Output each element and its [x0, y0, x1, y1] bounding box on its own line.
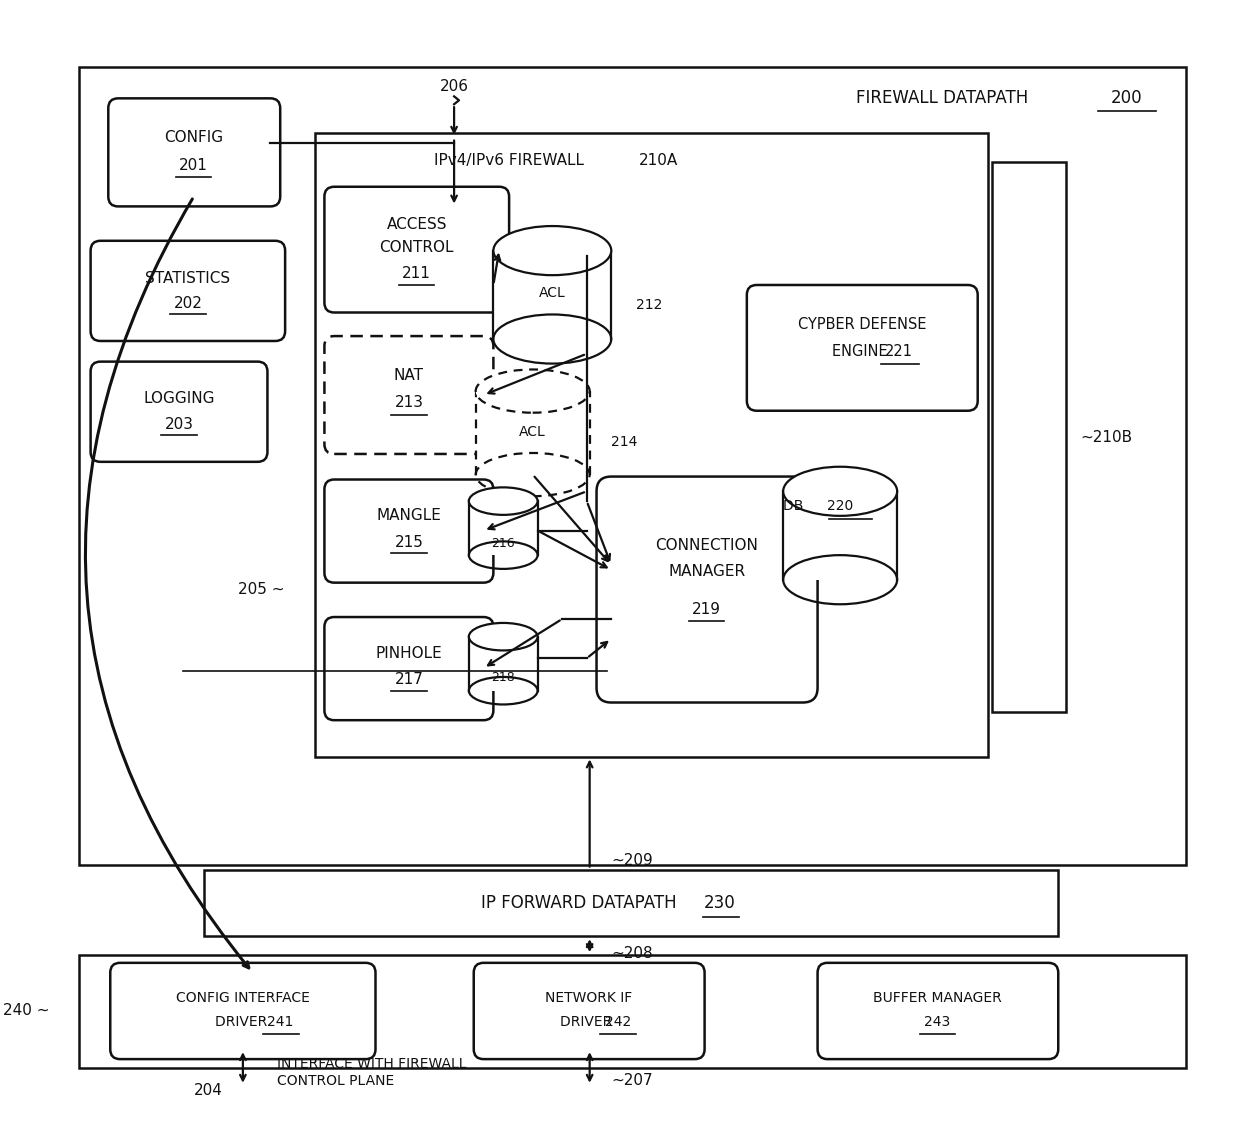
- Text: 213: 213: [394, 396, 423, 410]
- FancyBboxPatch shape: [110, 962, 376, 1059]
- FancyBboxPatch shape: [108, 98, 280, 206]
- Text: 205 ~: 205 ~: [238, 582, 284, 597]
- Text: 203: 203: [165, 417, 193, 432]
- Text: 242: 242: [605, 1014, 631, 1029]
- FancyBboxPatch shape: [325, 187, 510, 312]
- FancyBboxPatch shape: [992, 162, 1066, 712]
- Ellipse shape: [476, 370, 590, 412]
- Text: PINHOLE: PINHOLE: [376, 646, 443, 660]
- Text: 221: 221: [885, 344, 913, 360]
- Polygon shape: [494, 250, 611, 339]
- Polygon shape: [784, 491, 898, 579]
- FancyBboxPatch shape: [817, 962, 1058, 1059]
- FancyBboxPatch shape: [91, 362, 268, 462]
- Ellipse shape: [494, 227, 611, 275]
- Text: CONTROL: CONTROL: [379, 240, 454, 255]
- Text: ACL: ACL: [520, 425, 546, 440]
- FancyBboxPatch shape: [79, 955, 1185, 1068]
- Ellipse shape: [784, 467, 898, 516]
- Polygon shape: [476, 391, 590, 474]
- Text: 218: 218: [491, 672, 515, 684]
- Ellipse shape: [469, 623, 538, 650]
- Text: DRIVER: DRIVER: [215, 1014, 272, 1029]
- Text: NETWORK IF: NETWORK IF: [546, 992, 632, 1005]
- Text: CONFIG: CONFIG: [164, 130, 223, 145]
- FancyBboxPatch shape: [325, 479, 494, 583]
- FancyBboxPatch shape: [325, 336, 494, 454]
- Text: CONTROL PLANE: CONTROL PLANE: [278, 1074, 394, 1088]
- Text: 210A: 210A: [639, 153, 678, 168]
- Text: ~210B: ~210B: [1081, 429, 1133, 445]
- Text: 230: 230: [703, 894, 735, 912]
- FancyBboxPatch shape: [474, 962, 704, 1059]
- Text: 212: 212: [636, 298, 662, 312]
- Text: BUFFER MANAGER: BUFFER MANAGER: [873, 992, 1002, 1005]
- FancyBboxPatch shape: [203, 870, 1058, 937]
- Text: 216: 216: [491, 536, 515, 550]
- Text: DRIVER: DRIVER: [560, 1014, 618, 1029]
- FancyBboxPatch shape: [596, 477, 817, 702]
- Polygon shape: [469, 502, 538, 556]
- Text: 204: 204: [195, 1083, 223, 1098]
- FancyBboxPatch shape: [325, 618, 494, 720]
- Text: ~208: ~208: [611, 946, 653, 960]
- Text: LOGGING: LOGGING: [144, 391, 215, 407]
- Text: ~207: ~207: [611, 1073, 653, 1089]
- Text: CONFIG INTERFACE: CONFIG INTERFACE: [176, 992, 310, 1005]
- Text: 211: 211: [402, 266, 432, 281]
- Text: ~209: ~209: [611, 853, 653, 868]
- FancyBboxPatch shape: [91, 241, 285, 341]
- Text: IP FORWARD DATAPATH: IP FORWARD DATAPATH: [481, 894, 682, 912]
- Text: 201: 201: [180, 158, 208, 172]
- Text: 243: 243: [924, 1014, 951, 1029]
- FancyBboxPatch shape: [79, 66, 1185, 864]
- Text: IPv4/IPv6 FIREWALL: IPv4/IPv6 FIREWALL: [434, 153, 589, 168]
- Text: ENGINE: ENGINE: [832, 344, 892, 360]
- Text: 219: 219: [692, 602, 722, 616]
- Text: CONNECTION: CONNECTION: [655, 538, 758, 553]
- Polygon shape: [469, 637, 538, 691]
- Text: 241: 241: [267, 1014, 294, 1029]
- Text: DB: DB: [782, 499, 807, 513]
- Text: 214: 214: [611, 435, 637, 450]
- Text: 202: 202: [174, 296, 202, 311]
- Text: MANGLE: MANGLE: [377, 508, 441, 523]
- Text: 220: 220: [827, 499, 853, 513]
- Text: 217: 217: [394, 673, 423, 687]
- Text: FIREWALL DATAPATH: FIREWALL DATAPATH: [856, 89, 1039, 107]
- Text: ACL: ACL: [539, 286, 565, 300]
- Text: NAT: NAT: [394, 367, 424, 383]
- Text: 206: 206: [440, 79, 469, 94]
- Text: 200: 200: [1111, 89, 1143, 107]
- Ellipse shape: [469, 487, 538, 515]
- FancyBboxPatch shape: [746, 285, 977, 410]
- Text: 215: 215: [394, 535, 423, 550]
- Text: 240 ~: 240 ~: [2, 1003, 50, 1019]
- Text: INTERFACE WITH FIREWALL: INTERFACE WITH FIREWALL: [278, 1057, 466, 1071]
- Text: CYPBER DEFENSE: CYPBER DEFENSE: [797, 317, 926, 331]
- Text: STATISTICS: STATISTICS: [145, 270, 231, 285]
- FancyBboxPatch shape: [315, 133, 987, 756]
- Text: MANAGER: MANAGER: [668, 565, 745, 579]
- Text: ACCESS: ACCESS: [387, 216, 446, 231]
